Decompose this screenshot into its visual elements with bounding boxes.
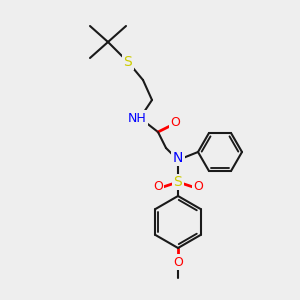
Text: S: S xyxy=(124,55,132,69)
Text: N: N xyxy=(173,151,183,165)
Text: NH: NH xyxy=(128,112,146,124)
Text: O: O xyxy=(170,116,180,128)
Text: O: O xyxy=(153,179,163,193)
Text: O: O xyxy=(193,179,203,193)
Text: O: O xyxy=(173,256,183,268)
Text: S: S xyxy=(174,175,182,189)
